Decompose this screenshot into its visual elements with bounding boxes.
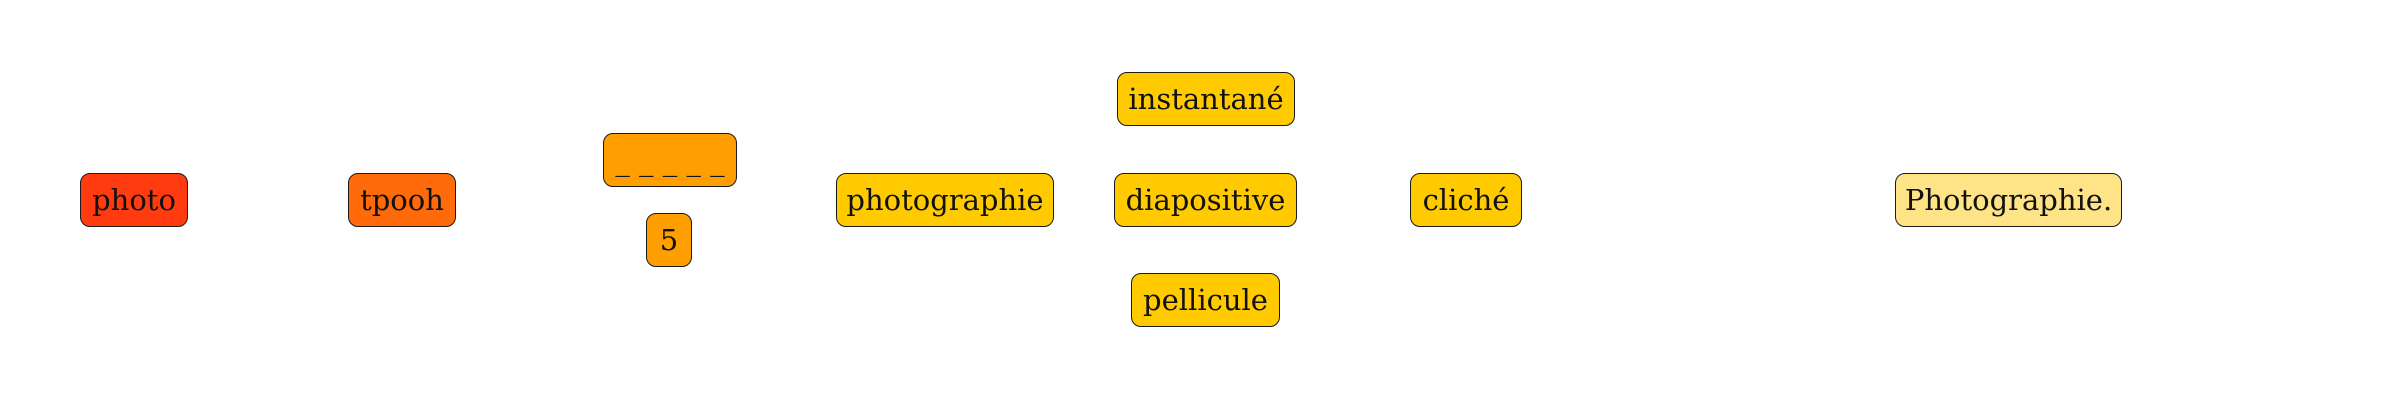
node-cliche: cliché	[1410, 173, 1522, 227]
node-photographie: photographie	[836, 173, 1054, 227]
node-diapositive: diapositive	[1114, 173, 1297, 227]
node-letter-count: 5	[646, 213, 692, 267]
node-photo: photo	[80, 173, 188, 227]
node-blank-slots: _ _ _ _ _	[603, 133, 737, 187]
node-instantane: instantané	[1117, 72, 1295, 126]
node-final-answer: Photographie.	[1895, 173, 2122, 227]
node-tpooh: tpooh	[348, 173, 456, 227]
node-pellicule: pellicule	[1131, 273, 1280, 327]
